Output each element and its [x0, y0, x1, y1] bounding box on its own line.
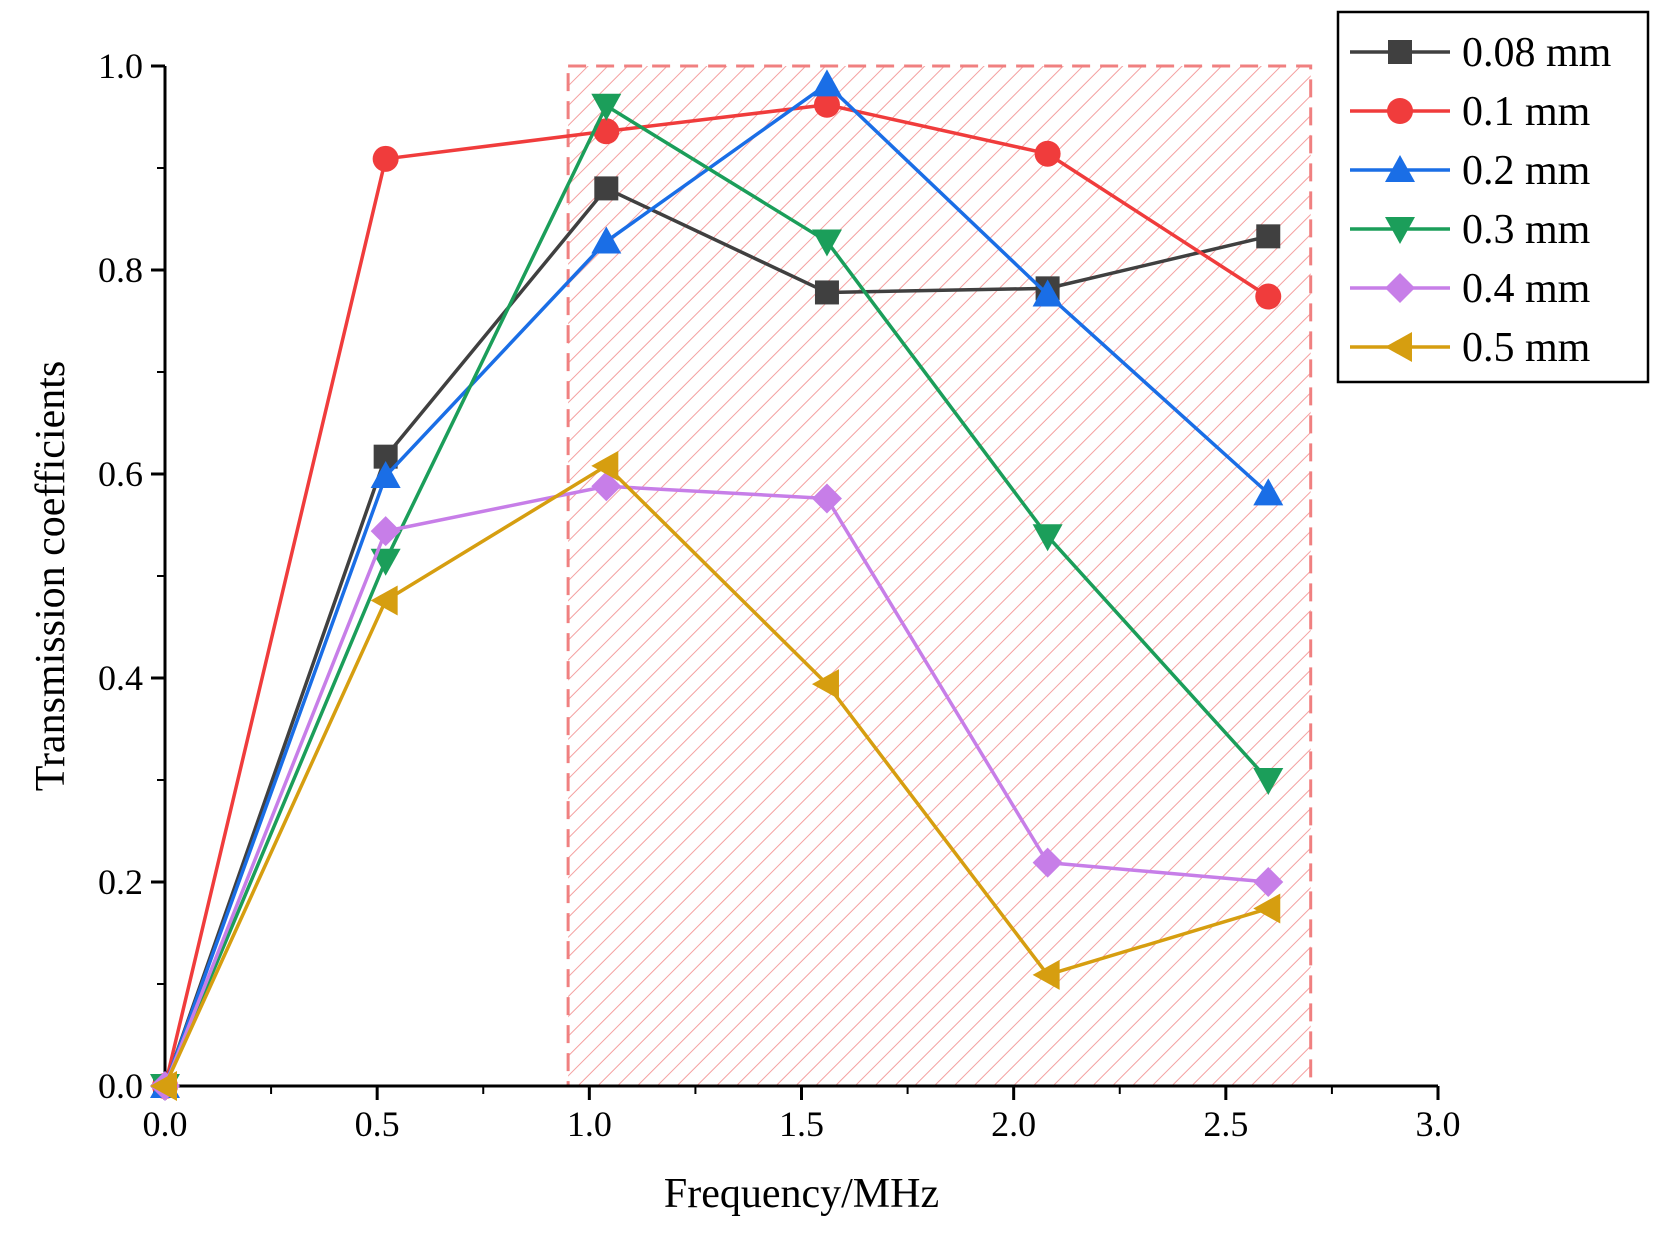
series-line: [163, 82, 1270, 1087]
data-point: [1032, 524, 1063, 552]
legend-label: 0.4 mm: [1462, 266, 1591, 312]
y-tick-label: 0.0: [98, 1066, 143, 1106]
data-point: [593, 118, 620, 145]
data-point: [1253, 478, 1284, 506]
data-point: [814, 280, 839, 305]
data-point: [813, 91, 840, 118]
series-line: [163, 104, 1270, 1087]
x-tick-label: 0.5: [355, 1104, 400, 1144]
series-line: [163, 464, 1269, 1087]
y-axis-title: Transmission coefficients: [28, 361, 74, 791]
y-tick-label: 1.0: [98, 46, 143, 86]
x-tick-label: 2.0: [991, 1104, 1036, 1144]
x-tick-label: 1.0: [567, 1104, 612, 1144]
data-point: [591, 450, 619, 481]
x-tick-label: 2.5: [1203, 1104, 1248, 1144]
legend-item: 0.5 mm: [1350, 325, 1591, 371]
x-tick-label: 0.0: [143, 1104, 188, 1144]
legend-item: 0.2 mm: [1350, 148, 1591, 194]
series-line: [163, 103, 1270, 1087]
data-point: [1032, 847, 1063, 878]
data-point: [370, 461, 401, 489]
data-point: [370, 548, 401, 576]
data-point: [1253, 893, 1281, 924]
legend-marker: [1385, 273, 1415, 303]
data-point: [1255, 283, 1282, 310]
x-tick-label: 3.0: [1416, 1104, 1461, 1144]
y-tick-label: 0.2: [98, 862, 143, 902]
series-line: [163, 186, 1269, 1087]
legend-item: 0.4 mm: [1350, 266, 1591, 312]
legend-item: 0.1 mm: [1350, 89, 1591, 135]
legend-label: 0.08 mm: [1462, 30, 1612, 76]
series-line: [163, 484, 1269, 1087]
legend-label: 0.1 mm: [1462, 89, 1591, 135]
series-5: [150, 450, 1281, 1101]
data-point: [150, 1071, 177, 1101]
legend-label: 0.2 mm: [1462, 148, 1591, 194]
legend-marker: [1385, 155, 1415, 182]
data-point: [370, 516, 401, 547]
data-point: [1034, 140, 1061, 167]
data-point: [811, 69, 842, 97]
data-point: [591, 93, 622, 121]
x-axis-title: Frequency/MHz: [664, 1171, 939, 1217]
legend-item: 0.08 mm: [1350, 30, 1612, 76]
legend-label: 0.3 mm: [1462, 207, 1591, 253]
y-tick-label: 0.6: [98, 454, 143, 494]
data-point: [591, 226, 622, 254]
data-point: [811, 229, 842, 257]
legend-box: [1336, 10, 1650, 384]
data-point: [591, 471, 622, 502]
legend-marker: [1387, 98, 1413, 124]
data-point: [1256, 224, 1281, 249]
data-point: [372, 145, 399, 172]
highlight-region: [566, 64, 1313, 1088]
data-point: [1253, 867, 1284, 897]
legend-item: 0.3 mm: [1350, 207, 1591, 253]
data-point: [594, 176, 619, 201]
data-point: [1032, 279, 1063, 307]
data-point: [811, 669, 839, 700]
legend-marker: [1385, 217, 1415, 244]
legend-marker: [1388, 40, 1412, 64]
y-tick-label: 0.8: [98, 250, 143, 290]
data-point: [1032, 959, 1060, 990]
data-point: [811, 483, 842, 514]
y-tick-label: 0.4: [98, 658, 143, 698]
data-point: [1253, 768, 1284, 795]
legend-label: 0.5 mm: [1462, 325, 1591, 371]
data-point: [370, 585, 398, 616]
x-tick-label: 1.5: [779, 1104, 824, 1144]
legend-marker: [1385, 332, 1412, 362]
